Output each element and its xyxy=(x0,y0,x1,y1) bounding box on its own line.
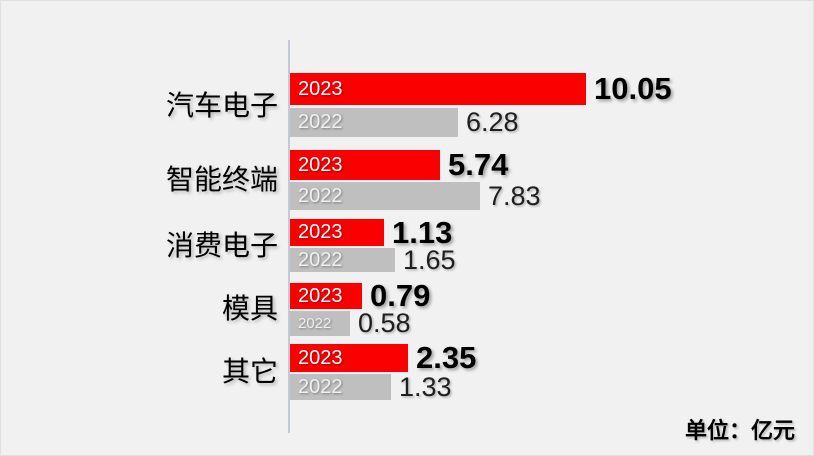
year-label-2022: 2022 xyxy=(298,184,343,207)
category-label: 汽车电子 xyxy=(165,90,278,121)
year-label-2022: 2022 xyxy=(298,248,343,271)
year-label-2023: 2023 xyxy=(298,221,343,243)
year-label-2022: 2022 xyxy=(298,375,343,398)
y-axis-line xyxy=(288,40,290,433)
value-label-2023: 1.13 xyxy=(392,214,453,250)
value-label-2023: 10.05 xyxy=(594,71,672,106)
year-label-2022: 2022 xyxy=(298,111,343,133)
value-label-2022: 1.65 xyxy=(403,244,456,275)
bar-2023: 2023 xyxy=(290,219,384,246)
value-label-2023: 2.35 xyxy=(416,340,477,375)
bar-2022: 2022 xyxy=(290,374,391,400)
value-label-2023: 5.74 xyxy=(448,147,509,182)
bar-2022: 2022 xyxy=(290,182,480,210)
bar-2022: 2022 xyxy=(290,248,395,272)
year-label-2022: 2022 xyxy=(298,315,332,332)
bar-2023: 2023 xyxy=(290,150,440,180)
year-label-2023: 2023 xyxy=(298,346,343,369)
value-label-2022: 6.28 xyxy=(466,107,519,137)
value-label-2022: 0.58 xyxy=(358,308,411,338)
category-label: 其它 xyxy=(221,356,278,387)
value-label-2022: 7.83 xyxy=(488,180,541,211)
value-label-2023: 0.79 xyxy=(370,278,431,313)
bar-2023: 2023 xyxy=(290,73,586,105)
unit-label: 单位：亿元 xyxy=(684,418,795,443)
year-label-2023: 2023 xyxy=(298,153,343,176)
bar-2023: 2023 xyxy=(290,344,408,372)
category-label: 消费电子 xyxy=(165,230,278,261)
year-label-2023: 2023 xyxy=(298,77,343,100)
bar-2023: 2023 xyxy=(290,283,362,309)
bar-2022: 2022 xyxy=(290,108,458,137)
bar-2022: 2022 xyxy=(290,311,350,336)
category-label: 模具 xyxy=(221,293,278,324)
year-label-2023: 2023 xyxy=(298,284,343,307)
value-label-2022: 1.33 xyxy=(399,371,452,402)
category-label: 智能终端 xyxy=(165,164,278,195)
